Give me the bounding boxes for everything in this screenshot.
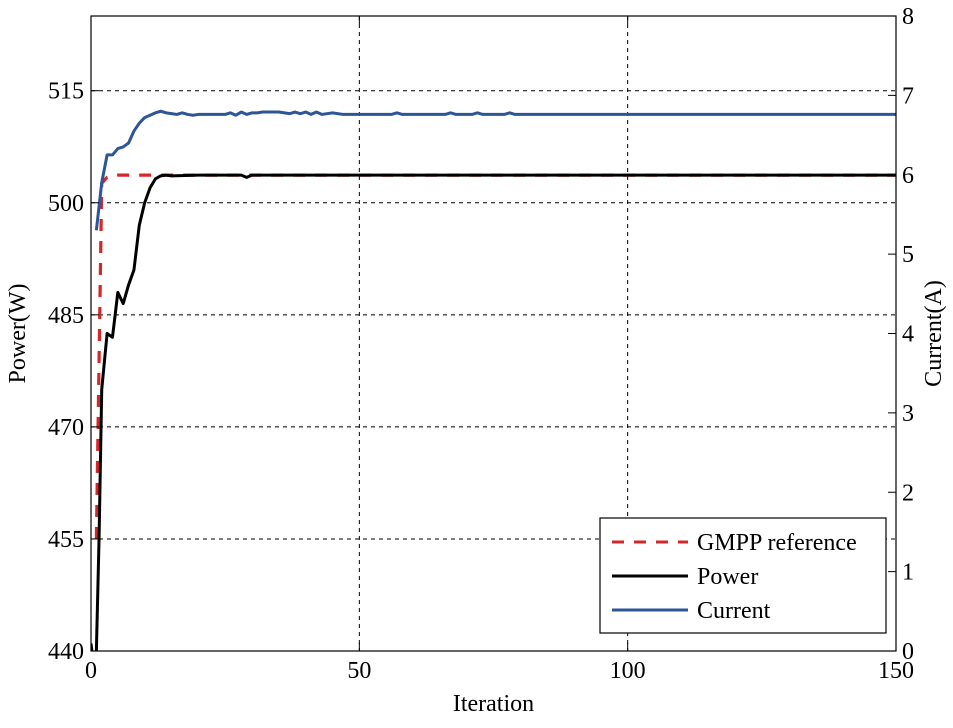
legend-label: Power xyxy=(697,564,758,590)
x-tick-label: 0 xyxy=(85,658,97,684)
series-layer xyxy=(91,109,896,651)
y2-tick-label: 3 xyxy=(902,401,914,427)
y2-tick-label: 0 xyxy=(902,639,914,665)
x-axis-label: Iteration xyxy=(453,691,534,717)
legend-label: Current xyxy=(697,598,771,624)
y2-tick-label: 4 xyxy=(902,322,914,348)
y-tick-label: 500 xyxy=(48,191,84,217)
series-line-current xyxy=(94,109,896,231)
y2-tick-label: 7 xyxy=(902,83,914,109)
y-tick-label: 515 xyxy=(48,79,84,105)
y2-tick-label: 1 xyxy=(902,560,914,586)
y-tick-label: 470 xyxy=(48,415,84,441)
y2-tick-label: 8 xyxy=(902,4,914,30)
y-tick-label: 440 xyxy=(48,639,84,665)
series-line-power xyxy=(91,173,896,651)
series-line-gmpp-reference xyxy=(94,173,896,539)
x-tick-label: 150 xyxy=(878,658,914,684)
y2-tick-label: 6 xyxy=(902,163,914,189)
y-axis-label-left: Power(W) xyxy=(5,284,31,384)
y2-tick-label: 5 xyxy=(902,242,914,268)
y2-tick-label: 2 xyxy=(902,480,914,506)
y-axis-label-right: Current(A) xyxy=(921,280,947,387)
y-tick-label: 485 xyxy=(48,303,84,329)
y-tick-label: 455 xyxy=(48,527,84,553)
legend: GMPP reference Power Current xyxy=(599,517,887,634)
ticks: 0 50 100 150 440 455 470 485 500 515 0 1 2 3 4 5 6 7 8 xyxy=(48,4,914,684)
x-tick-label: 100 xyxy=(610,658,646,684)
legend-label: GMPP reference xyxy=(697,530,857,556)
x-tick-label: 50 xyxy=(347,658,371,684)
